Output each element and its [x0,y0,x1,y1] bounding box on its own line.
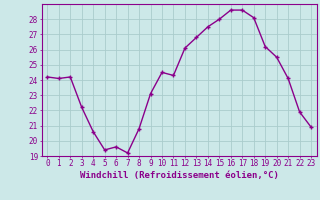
X-axis label: Windchill (Refroidissement éolien,°C): Windchill (Refroidissement éolien,°C) [80,171,279,180]
